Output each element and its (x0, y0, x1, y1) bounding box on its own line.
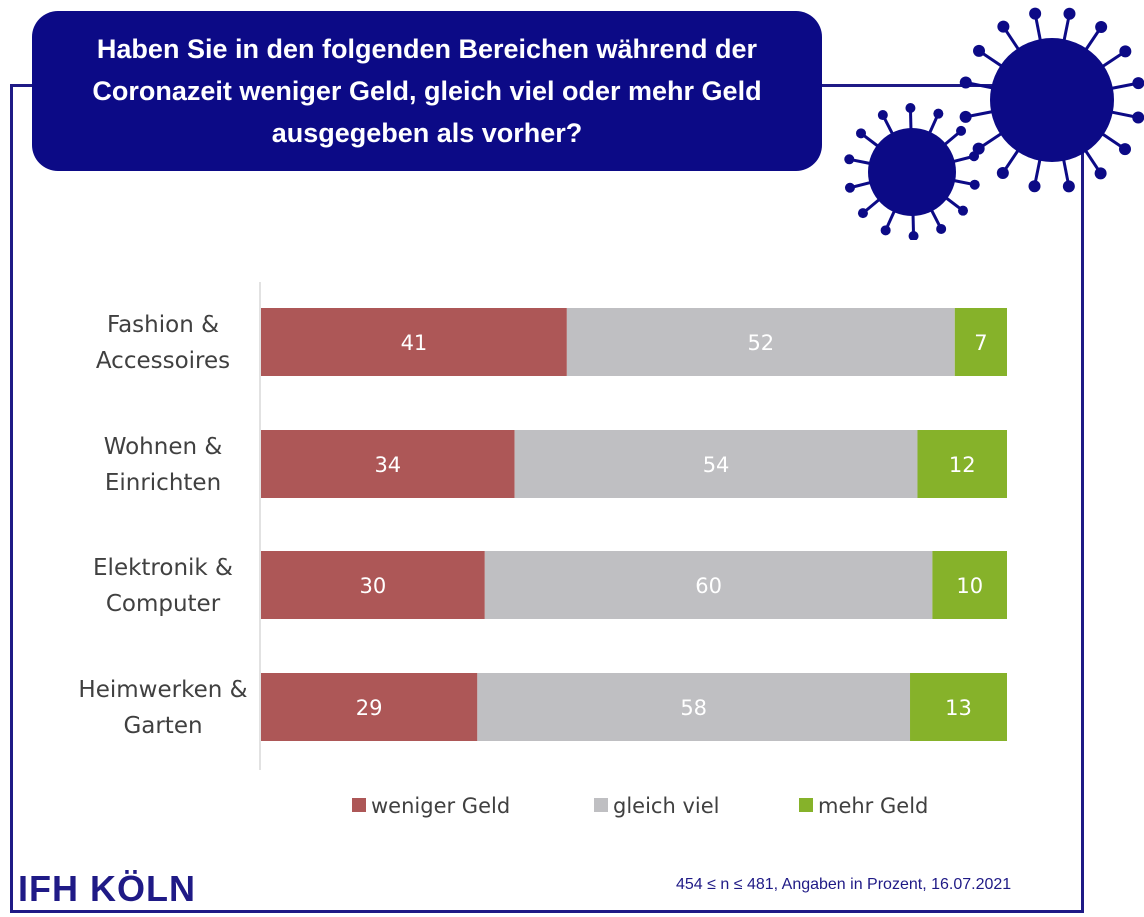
legend: weniger Geld gleich viel mehr Geld (352, 794, 928, 818)
bar-mehr-3 (910, 673, 1007, 741)
legend-swatch (799, 798, 813, 812)
legend-label: weniger Geld (371, 794, 510, 818)
legend-swatch (594, 798, 608, 812)
category-label: Garten (123, 713, 202, 739)
category-labels: Fashion & Accessoires Wohnen & Einrichten El… (78, 312, 247, 739)
bar-weniger-1 (261, 430, 515, 498)
virus-large-icon (959, 7, 1144, 193)
data-label: 54 (703, 453, 730, 477)
category-label: Wohnen & (104, 434, 223, 460)
bar-mehr-2 (932, 551, 1007, 619)
category-label: Einrichten (105, 470, 221, 496)
data-label: 29 (356, 696, 383, 720)
data-label: 13 (945, 696, 972, 720)
legend-label: gleich viel (613, 794, 719, 818)
data-label: 52 (747, 331, 774, 355)
bar-gleich-0 (566, 308, 955, 376)
bar-weniger-3 (261, 673, 478, 741)
bar-gleich-3 (477, 673, 911, 741)
data-label: 30 (360, 574, 387, 598)
title-banner: Haben Sie in den folgenden Bereichen wäh… (32, 11, 822, 171)
data-label: 58 (680, 696, 707, 720)
category-label: Heimwerken & (78, 677, 247, 703)
category-label: Elektronik & (93, 555, 233, 581)
data-label: 41 (401, 331, 428, 355)
category-label: Accessoires (96, 348, 230, 374)
category-label: Fashion & (107, 312, 219, 338)
data-label: 7 (974, 331, 987, 355)
footnote: 454 ≤ n ≤ 481, Angaben in Prozent, 16.07… (676, 876, 1012, 893)
chart-title: Haben Sie in den folgenden Bereichen wäh… (92, 34, 762, 148)
data-label: 60 (695, 574, 722, 598)
ifh-logo: IFH KÖLN (18, 868, 196, 909)
bar-gleich-1 (514, 430, 918, 498)
virus-small-icon (844, 103, 980, 240)
bar-weniger-2 (261, 551, 485, 619)
bar-weniger-0 (261, 308, 567, 376)
legend-label: mehr Geld (818, 794, 928, 818)
data-label: 12 (949, 453, 976, 477)
data-label: 34 (374, 453, 401, 477)
data-label: 10 (956, 574, 983, 598)
category-label: Computer (106, 591, 221, 617)
virus-icon (844, 7, 1144, 240)
bar-mehr-1 (917, 430, 1007, 498)
bars-group: 41 52 7 34 54 12 30 60 10 29 58 13 (261, 308, 1007, 741)
bar-gleich-2 (484, 551, 933, 619)
bar-mehr-0 (954, 308, 1007, 376)
legend-swatch (352, 798, 366, 812)
